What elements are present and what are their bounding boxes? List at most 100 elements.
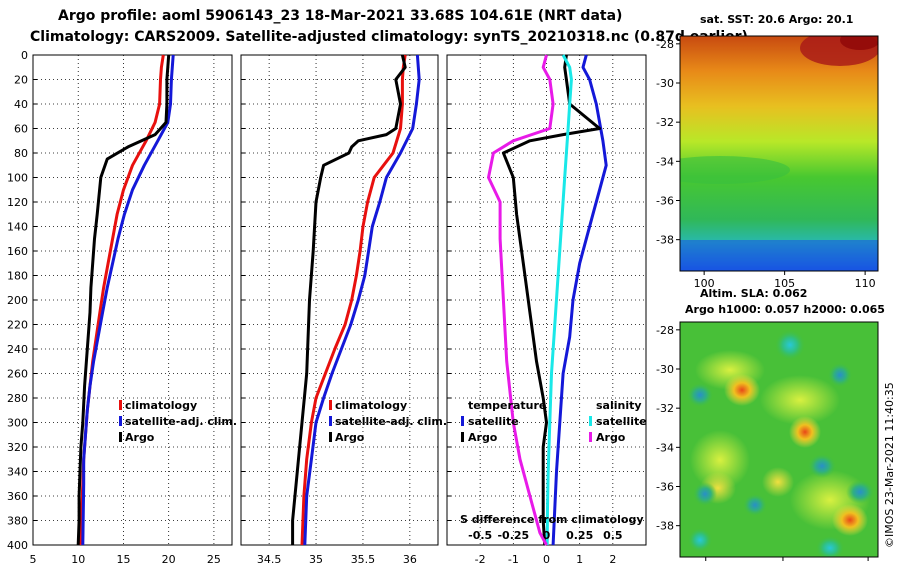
depth-tick-label: 380 xyxy=(7,515,28,528)
x-tick-label: 0 xyxy=(543,553,550,566)
sla-map: Altim. SLA: 0.062 Argo h1000: 0.057 h200… xyxy=(656,287,885,561)
difference-panel: -2 -1 0 1 2 xyxy=(446,54,647,566)
secondary-tick-label: -0.25 xyxy=(497,529,529,542)
depth-axis: 0 20 40 60 80 100 120 140 160 180 200 220 240 260 280 3… xyxy=(7,49,28,552)
depth-tick-label: 80 xyxy=(14,147,28,160)
temperature-panel: 5 10 15 20 25 xyxy=(30,54,233,566)
sla-low xyxy=(693,482,717,506)
series-satellite-adj-clim- xyxy=(303,54,421,546)
legend-s-satellite: satellite xyxy=(596,415,647,428)
legend-satellite-adj: satellite-adj. clim. xyxy=(125,415,237,428)
sla-low xyxy=(808,454,836,478)
map-y-tick-label: -32 xyxy=(656,116,674,129)
depth-tick-label: 340 xyxy=(7,466,28,479)
x-tick-label: 15 xyxy=(116,553,130,566)
depth-tick-label: 120 xyxy=(7,196,28,209)
sla-low xyxy=(816,536,844,557)
x-tick-label: 2 xyxy=(609,553,616,566)
legend-swatch-t-satellite xyxy=(461,416,464,426)
map-y-tick-label: -34 xyxy=(656,441,674,454)
sst-map-frame xyxy=(679,35,879,272)
x-tick-label: -1 xyxy=(508,553,519,566)
secondary-axis-ticks: -0.5 -0.25 0 0.25 0.5 xyxy=(468,529,622,542)
sla-map-title-2: Argo h1000: 0.057 h2000: 0.065 xyxy=(685,303,885,316)
legend-swatch-satellite xyxy=(329,416,332,426)
legend-s-argo: Argo xyxy=(596,431,626,444)
depth-tick-label: 200 xyxy=(7,294,28,307)
depth-tick-label: 20 xyxy=(14,74,28,87)
legend-climatology: climatology xyxy=(125,399,197,412)
series-climatology xyxy=(300,54,407,546)
x-tick-label: -2 xyxy=(475,553,486,566)
legend-climatology: climatology xyxy=(335,399,407,412)
sst-cool-band xyxy=(680,156,790,184)
sla-low xyxy=(846,480,874,504)
series-t-satellite xyxy=(551,54,608,546)
sst-map-title: sat. SST: 20.6 Argo: 20.1 xyxy=(700,13,853,26)
sst-hot-patch xyxy=(840,36,878,50)
panel-frame xyxy=(32,54,233,546)
x-tick-label: 36 xyxy=(403,553,417,566)
sst-map: sat. SST: 20.6 Argo: 20.1 -28 -30 -32 -34 -3… xyxy=(656,13,879,290)
map-y-tick-label: -28 xyxy=(656,324,674,337)
map-y-tick-label: -36 xyxy=(656,481,674,494)
depth-tick-label: 220 xyxy=(7,319,28,332)
difference-legend: temperature satellite Argo salinity sate… xyxy=(460,399,647,542)
legend-satellite-adj: satellite-adj. clim. xyxy=(335,415,447,428)
panel-frame xyxy=(240,54,439,546)
sla-low xyxy=(828,363,852,387)
legend-swatch-s-argo xyxy=(589,432,592,442)
secondary-tick-label: 0.5 xyxy=(603,529,623,542)
depth-tick-label: 140 xyxy=(7,221,28,234)
sla-map-title-1: Altim. SLA: 0.062 xyxy=(700,287,807,300)
depth-tick-label: 360 xyxy=(7,490,28,503)
secondary-axis-label: S difference from climatology xyxy=(460,513,644,526)
sla-low xyxy=(743,494,767,516)
x-tick-label: 25 xyxy=(207,553,221,566)
sla-low xyxy=(687,383,713,407)
sla-blob xyxy=(690,430,750,490)
legend-argo: Argo xyxy=(125,431,155,444)
map-y-tick-label: -38 xyxy=(656,234,674,247)
series-argo xyxy=(76,54,171,546)
legend-t-satellite: satellite xyxy=(468,415,519,428)
x-tick-label: 5 xyxy=(30,553,37,566)
map-x-tick-label: 100 xyxy=(694,277,715,290)
series-s-argo xyxy=(487,54,555,546)
legend-argo: Argo xyxy=(335,431,365,444)
map-y-tick-label: -36 xyxy=(656,195,674,208)
depth-tick-label: 60 xyxy=(14,123,28,136)
depth-tick-label: 0 xyxy=(21,49,28,62)
legend-swatch-satellite xyxy=(119,416,122,426)
map-y-tick-label: -34 xyxy=(656,155,674,168)
legend-swatch-argo xyxy=(119,432,122,442)
sla-map-ticks: -28 -30 -32 -34 -36 -38 xyxy=(656,324,869,561)
salinity-panel: 34.5 35 35.5 36 xyxy=(240,54,439,566)
map-y-tick-label: -28 xyxy=(656,38,674,51)
x-tick-label: 35 xyxy=(309,553,323,566)
depth-tick-label: 180 xyxy=(7,270,28,283)
sla-low xyxy=(688,528,712,552)
sla-map-frame xyxy=(679,321,879,558)
secondary-tick-label: -0.5 xyxy=(468,529,492,542)
legend-swatch-climatology xyxy=(119,400,122,410)
legend-swatch-t-argo xyxy=(461,432,464,442)
map-y-tick-label: -32 xyxy=(656,402,674,415)
sla-low xyxy=(775,330,805,360)
imos-stamp: ©IMOS 23-Mar-2021 11:40:35 xyxy=(883,382,896,548)
x-tick-label: 10 xyxy=(71,553,85,566)
series-satellite-adj-clim- xyxy=(81,54,175,546)
sla-high xyxy=(724,374,760,406)
map-y-tick-label: -38 xyxy=(656,520,674,533)
secondary-tick-label: 0.25 xyxy=(566,529,593,542)
x-tick-label: 20 xyxy=(162,553,176,566)
secondary-tick-label: 0 xyxy=(543,529,551,542)
sla-blob xyxy=(760,375,840,425)
sla-high xyxy=(789,416,821,448)
depth-tick-label: 280 xyxy=(7,392,28,405)
sst-map-ticks: -28 -30 -32 -34 -36 -38 100 105 110 xyxy=(656,38,876,290)
sst-field xyxy=(680,36,878,271)
map-y-tick-label: -30 xyxy=(656,77,674,90)
legend-swatch-climatology xyxy=(329,400,332,410)
